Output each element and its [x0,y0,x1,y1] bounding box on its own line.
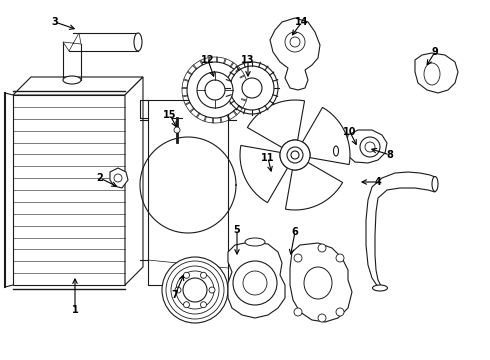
Text: 14: 14 [295,17,309,27]
Text: 12: 12 [201,55,215,65]
Text: 11: 11 [261,153,275,163]
Circle shape [183,278,207,302]
Text: 4: 4 [375,177,381,187]
Circle shape [183,272,190,278]
Circle shape [200,272,206,278]
Circle shape [243,271,267,295]
Polygon shape [13,77,143,95]
Circle shape [226,62,278,114]
Text: 6: 6 [292,227,298,237]
Circle shape [209,287,215,293]
Circle shape [197,72,233,108]
Circle shape [360,137,380,157]
Ellipse shape [432,176,438,192]
Ellipse shape [372,285,388,291]
Circle shape [230,66,274,110]
Text: 1: 1 [72,305,78,315]
Polygon shape [247,100,305,148]
Circle shape [285,32,305,52]
Polygon shape [286,162,343,210]
Text: 3: 3 [51,17,58,27]
Polygon shape [228,242,285,318]
Circle shape [318,314,326,322]
Text: 9: 9 [432,47,439,57]
Circle shape [287,147,303,163]
Ellipse shape [424,63,440,85]
Text: 7: 7 [172,290,178,300]
Circle shape [318,244,326,252]
Polygon shape [270,18,320,90]
Polygon shape [366,172,435,288]
Polygon shape [290,243,352,322]
Circle shape [294,254,302,262]
Text: 10: 10 [343,127,357,137]
Text: 5: 5 [234,225,241,235]
Text: 15: 15 [163,110,177,120]
Circle shape [174,127,180,133]
Ellipse shape [245,238,265,246]
Circle shape [200,302,206,308]
Circle shape [114,174,122,182]
Circle shape [290,37,300,47]
Circle shape [291,151,299,159]
Ellipse shape [63,76,81,84]
Circle shape [183,302,190,308]
Circle shape [205,80,225,100]
Polygon shape [240,145,288,203]
Ellipse shape [334,146,339,156]
Circle shape [336,254,344,262]
Polygon shape [302,107,350,165]
Circle shape [176,271,214,309]
Circle shape [171,266,219,314]
Polygon shape [125,77,143,285]
Circle shape [280,140,310,170]
Circle shape [187,62,243,118]
Polygon shape [63,33,81,51]
Text: 2: 2 [97,173,103,183]
Polygon shape [110,168,128,188]
Text: 8: 8 [387,150,393,160]
Circle shape [294,308,302,316]
Circle shape [242,78,262,98]
Circle shape [336,308,344,316]
Circle shape [162,257,228,323]
Polygon shape [346,130,387,163]
Circle shape [365,142,375,152]
Polygon shape [13,95,125,285]
Ellipse shape [304,267,332,299]
Circle shape [175,287,181,293]
Text: 13: 13 [241,55,255,65]
Circle shape [166,261,224,319]
Polygon shape [415,53,458,93]
Circle shape [233,261,277,305]
Ellipse shape [134,33,142,51]
